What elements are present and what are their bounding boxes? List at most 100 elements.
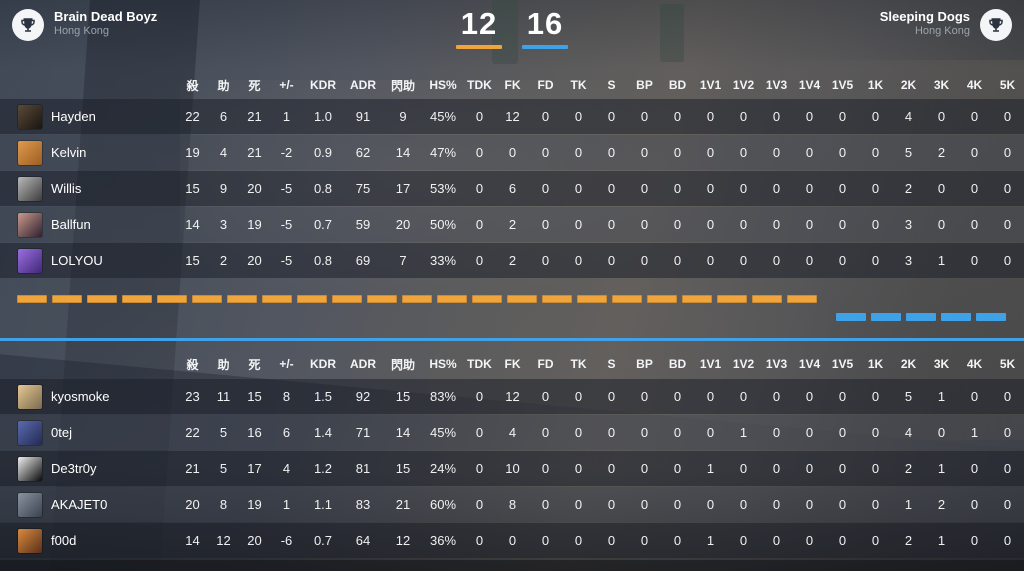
round-segment [472, 295, 502, 303]
stat-cell: 15 [247, 389, 262, 404]
round-segment [682, 295, 712, 303]
player-row[interactable]: f00d 14 12 20 -6 0.7 64 12 36% 0 0 0 0 0 0 0 1 0 0 0 0 0 2 1 0 0 [0, 523, 1024, 558]
stat-cell: 20 [395, 217, 411, 232]
stat-cell: 11 [216, 389, 231, 404]
column-header: KDR [310, 78, 336, 92]
stat-cell: 0 [706, 253, 715, 268]
stat-cell: 22 [185, 425, 200, 440]
player-row[interactable]: Kelvin 19 4 21 -2 0.9 62 14 47% 0 0 0 0 0 0 0 0 0 0 0 0 0 5 2 0 0 [0, 135, 1024, 170]
team-left-names: Brain Dead Boyz Hong Kong [54, 9, 157, 38]
stat-cell: 1 [970, 425, 979, 440]
stat-cell: 1 [937, 461, 946, 476]
stat-cell: 0 [739, 253, 748, 268]
player-row[interactable]: De3tr0y 21 5 17 4 1.2 81 15 24% 0 10 0 0 0 0 0 1 0 0 0 0 0 2 1 0… [0, 451, 1024, 486]
stat-cell: 0 [673, 461, 682, 476]
column-header: S [607, 78, 616, 92]
team-right-names: Sleeping Dogs Hong Kong [880, 9, 970, 38]
stat-cell: 8 [219, 497, 228, 512]
player-name: AKAJET0 [51, 497, 108, 512]
stat-cell: 75 [355, 181, 371, 196]
column-header: BD [668, 357, 687, 371]
round-segment [157, 295, 187, 303]
stat-cell: 0 [706, 109, 715, 124]
stat-cell: 0 [574, 461, 583, 476]
player-avatar [18, 140, 42, 165]
stat-cell: 1 [937, 389, 946, 404]
stat-cell: 0 [640, 109, 649, 124]
stat-cell: 33% [429, 253, 457, 268]
round-segment [262, 295, 292, 303]
stat-cell: 0 [541, 181, 550, 196]
stat-cell: 0 [772, 181, 781, 196]
player-row[interactable]: Willis 15 9 20 -5 0.8 75 17 53% 0 6 0 0 0 0 0 0 0 0 0 0 0 2 0 0 0 [0, 171, 1024, 206]
stat-cell: 0 [805, 533, 814, 548]
player-row[interactable]: Ballfun 14 3 19 -5 0.7 59 20 50% 0 2 0 0 0 0 0 0 0 0 0 0 0 3 0 0… [0, 207, 1024, 242]
stat-cell: 91 [355, 109, 371, 124]
stat-cell: 2 [937, 497, 946, 512]
player-row[interactable]: Hayden 22 6 21 1 1.0 91 9 45% 0 12 0 0 0 0 0 0 0 0 0 0 0 4 0 0 0 [0, 99, 1024, 134]
stat-cell: 0 [871, 497, 880, 512]
stat-cell: 81 [355, 461, 371, 476]
column-header: 1K [867, 78, 884, 92]
stat-cell: 22 [185, 109, 200, 124]
stat-cell: 15 [185, 181, 200, 196]
stat-cell: 21 [395, 497, 411, 512]
stat-cell: 0 [838, 253, 847, 268]
stat-cell: 0 [475, 425, 484, 440]
stat-cell: 0 [772, 461, 781, 476]
round-segment [192, 295, 222, 303]
stat-cell: 0 [607, 109, 616, 124]
score-right-underline [522, 45, 568, 49]
player-name-cell: f00d [0, 528, 177, 553]
player-row[interactable]: AKAJET0 20 8 19 1 1.1 83 21 60% 0 8 0 0 0 0 0 0 0 0 0 0 0 1 2 0 0 [0, 487, 1024, 522]
stat-cell: 17 [395, 181, 411, 196]
stat-cell: 0 [541, 425, 550, 440]
stat-cell: 62 [355, 145, 371, 160]
stat-cell: 0 [805, 253, 814, 268]
stat-cell: 0 [673, 109, 682, 124]
player-row[interactable]: kyosmoke 23 11 15 8 1.5 92 15 83% 0 12 0 0 0 0 0 0 0 0 0 0 0 5… [0, 379, 1024, 414]
stat-cell: 0.7 [313, 533, 333, 548]
column-header: 助 [217, 78, 230, 93]
stat-cell: 1.4 [313, 425, 333, 440]
stat-cell: 0 [1003, 425, 1012, 440]
stat-cell: 0 [640, 181, 649, 196]
player-avatar [18, 492, 42, 517]
stat-cell: 2 [508, 253, 517, 268]
column-header: 殺 [186, 78, 199, 93]
stat-cell: 0 [640, 533, 649, 548]
stat-cell: 83% [429, 389, 457, 404]
stat-cell: 0 [475, 253, 484, 268]
stat-cell: 0 [838, 109, 847, 124]
player-row[interactable]: LOLYOU 15 2 20 -5 0.8 69 7 33% 0 2 0 0 0 0 0 0 0 0 0 0 0 3 1 0 0 [0, 243, 1024, 278]
stat-cell: 0.7 [313, 217, 333, 232]
stat-cell: 20 [247, 181, 262, 196]
stat-cell: 0 [739, 533, 748, 548]
stat-cell: 0 [739, 181, 748, 196]
stat-cell: 1.5 [313, 389, 333, 404]
stat-cell: 0 [673, 145, 682, 160]
stat-cell: 2 [219, 253, 228, 268]
stat-cell: 0 [607, 253, 616, 268]
stat-cell: 0 [1003, 253, 1012, 268]
stat-cell: 47% [429, 145, 457, 160]
round-segment [52, 295, 82, 303]
stat-cell: 23 [185, 389, 200, 404]
player-row[interactable]: 0tej 22 5 16 6 1.4 71 14 45% 0 4 0 0 0 0 0 0 1 0 0 0 0 4 0 1 0 [0, 415, 1024, 450]
stat-cell: 20 [185, 497, 200, 512]
stat-cell: 0 [739, 109, 748, 124]
team2-table-header: 殺 助 死 +/- KDR ADR 閃助 HS% TDK FK FD TK S BP BD 1V1 1V2 1V3… [0, 351, 1024, 377]
player-name: f00d [51, 533, 77, 548]
stat-cell: 0 [574, 181, 583, 196]
column-header: 2K [900, 357, 917, 371]
stat-cell: 2 [904, 533, 913, 548]
stat-cell: 45% [429, 425, 457, 440]
column-header: S [607, 357, 616, 371]
stat-cell: 2 [508, 217, 517, 232]
stat-cell: 0 [475, 461, 484, 476]
column-header: 1V4 [798, 78, 821, 92]
stat-cell: 0 [541, 145, 550, 160]
column-header: 1V2 [732, 78, 755, 92]
column-header: BD [668, 78, 687, 92]
